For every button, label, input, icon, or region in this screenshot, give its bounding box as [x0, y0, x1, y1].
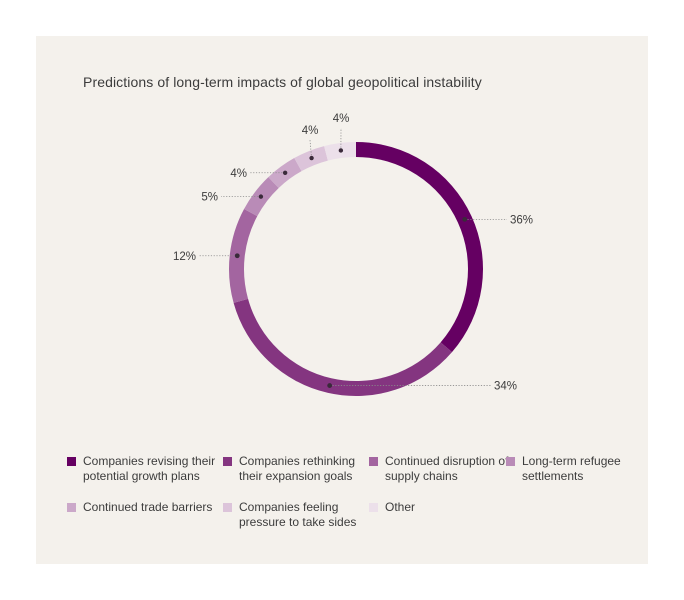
chart-card: Predictions of long-term impacts of glob… [36, 36, 648, 564]
legend-swatch-trade-barriers [67, 503, 76, 512]
leader-dot [234, 253, 240, 259]
donut-slice-expansion-goals [233, 298, 452, 396]
data-label: 4% [302, 125, 319, 137]
legend-swatch-expansion-goals [223, 457, 232, 466]
data-label: 12% [173, 251, 196, 263]
legend-item: Other [369, 500, 509, 515]
donut-chart: 36% 34% 12% 5% 4% 4% 4% [173, 113, 533, 396]
donut-slice-growth-plans [356, 142, 483, 353]
legend-item: Continued disruption of supply chains [369, 454, 509, 484]
legend-item: Companies rethinking their expansion goa… [223, 454, 363, 484]
legend-label: Long-term refugee settlements [522, 454, 621, 483]
legend-swatch-pressure-sides [223, 503, 232, 512]
chart-title: Predictions of long-term impacts of glob… [83, 74, 482, 90]
leader-dot [282, 170, 288, 175]
legend-swatch-growth-plans [67, 457, 76, 466]
leader-dot [338, 148, 344, 153]
leader-line [309, 139, 312, 159]
legend-item: Companies feeling pressure to take sides [223, 500, 363, 530]
legend-item: Continued trade barriers [67, 500, 217, 515]
data-label: 34% [494, 381, 517, 393]
legend-swatch-supply-chains [369, 457, 378, 466]
leader-dot [258, 194, 264, 199]
leader-dot [327, 383, 333, 388]
legend-label: Companies revising their potential growt… [83, 454, 216, 483]
data-label: 5% [201, 192, 218, 204]
leader-dot [462, 216, 468, 222]
legend-label: Companies rethinking their expansion goa… [239, 454, 356, 483]
data-label: 36% [510, 214, 533, 226]
legend-label: Continued trade barriers [83, 500, 213, 514]
legend-item: Companies revising their potential growt… [67, 454, 217, 484]
leader-dot [309, 155, 314, 161]
legend-swatch-other [369, 503, 378, 512]
legend-label: Other [385, 500, 416, 514]
legend-label: Companies feeling pressure to take sides [239, 500, 357, 529]
legend-swatch-refugee-settlements [506, 457, 515, 466]
legend-label: Continued disruption of supply chains [385, 454, 509, 483]
data-label: 4% [333, 113, 350, 125]
data-label: 4% [230, 168, 247, 180]
legend-item: Long-term refugee settlements [506, 454, 646, 484]
donut-slice-supply-chains [229, 209, 258, 303]
